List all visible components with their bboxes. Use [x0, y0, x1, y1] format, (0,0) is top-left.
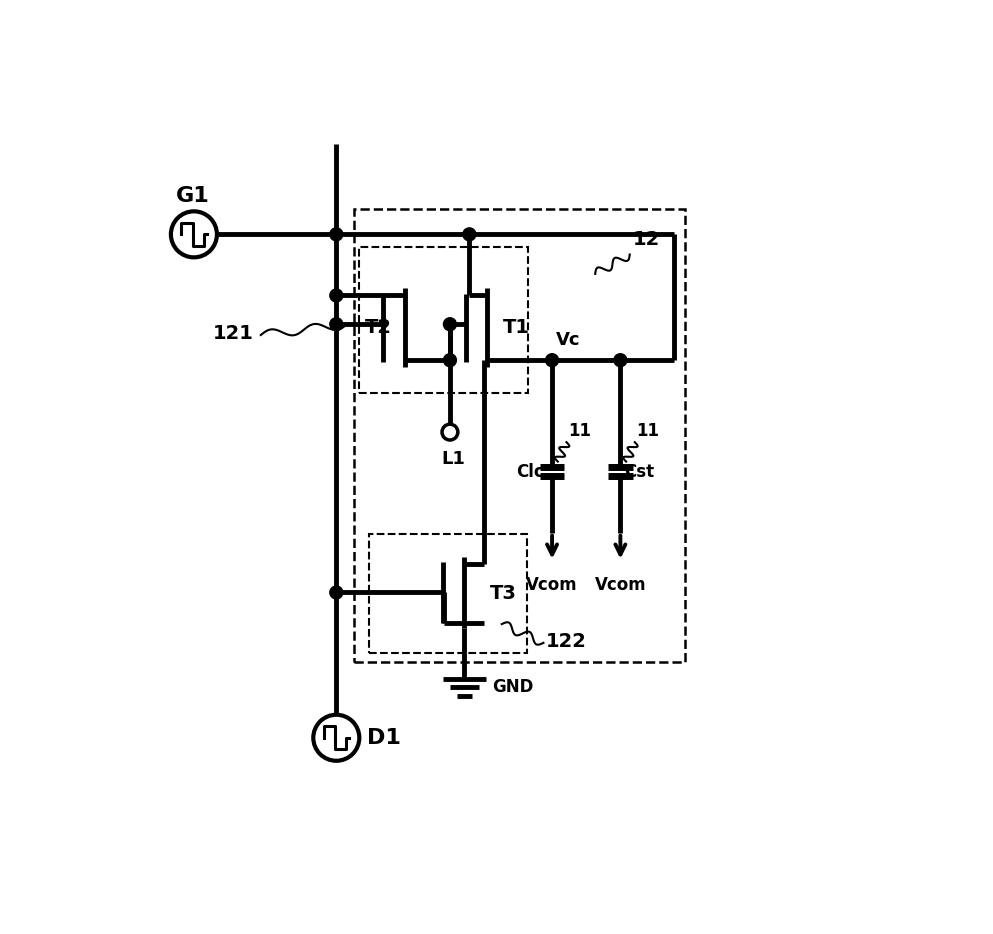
Bar — [359, 248, 528, 392]
Circle shape — [330, 586, 343, 599]
Bar — [368, 534, 527, 653]
Circle shape — [463, 228, 476, 241]
Text: Clc: Clc — [515, 462, 543, 481]
Text: G1: G1 — [176, 186, 210, 205]
Circle shape — [171, 211, 216, 258]
Circle shape — [545, 354, 558, 367]
Text: T1: T1 — [503, 318, 530, 337]
Text: 122: 122 — [546, 632, 587, 652]
Text: L1: L1 — [442, 450, 466, 468]
Text: D1: D1 — [366, 728, 400, 748]
Text: Vcom: Vcom — [595, 576, 646, 594]
Text: 11: 11 — [637, 422, 659, 440]
Circle shape — [444, 354, 457, 367]
Circle shape — [330, 228, 343, 241]
Circle shape — [614, 354, 627, 367]
Bar — [355, 209, 685, 662]
Text: 121: 121 — [213, 324, 253, 343]
Text: Vcom: Vcom — [526, 576, 578, 594]
Circle shape — [330, 289, 343, 302]
Text: 12: 12 — [633, 230, 660, 248]
Circle shape — [442, 424, 458, 440]
Text: Cst: Cst — [624, 462, 654, 481]
Circle shape — [444, 318, 457, 331]
Text: 11: 11 — [568, 422, 591, 440]
Text: T3: T3 — [491, 585, 517, 603]
Circle shape — [330, 318, 343, 331]
Text: Vc: Vc — [556, 332, 580, 349]
Text: GND: GND — [492, 678, 533, 697]
Text: T2: T2 — [365, 318, 392, 337]
Circle shape — [314, 715, 359, 761]
